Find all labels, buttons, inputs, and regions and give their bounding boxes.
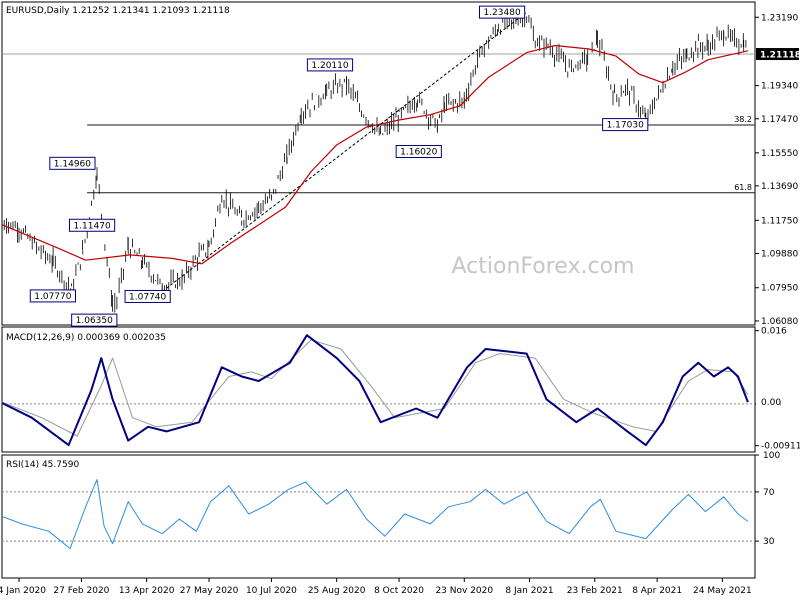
price-annotation-label: 1.23480 <box>483 8 520 18</box>
price-annotation-box <box>478 5 526 19</box>
price-annotation-box <box>395 145 442 159</box>
trendline <box>161 11 527 292</box>
price-y-tick-label: 1.15550 <box>761 149 798 159</box>
chart-header: EURUSD,Daily 1.21252 1.21341 1.21093 1.2… <box>6 6 230 16</box>
price-annotation-label: 1.07740 <box>129 292 166 302</box>
price-y-tick-label: 1.23190 <box>761 13 798 23</box>
price-annotation-box <box>306 58 354 72</box>
x-tick-label: 8 Oct 2020 <box>374 586 424 596</box>
price-annotation-box <box>68 218 116 232</box>
fib-level-label: 38.2 <box>734 115 752 124</box>
price-annotation-label: 1.20110 <box>311 61 348 71</box>
price-annotation-box <box>29 289 76 303</box>
x-tick-label: 10 Jul 2020 <box>246 586 297 596</box>
price-y-tick-label: 1.19340 <box>761 82 798 92</box>
x-tick-label: 23 Nov 2020 <box>435 586 493 596</box>
x-tick-label: 25 Aug 2020 <box>308 586 366 596</box>
price-annotation-box <box>124 289 171 303</box>
rsi-title: RSI(14) 45.7590 <box>6 460 79 470</box>
macd-pane-frame <box>1 326 756 453</box>
macd-current-badge <box>756 396 780 409</box>
price-annotation-box <box>602 118 649 132</box>
rsi-pane-frame <box>1 454 756 579</box>
macd-title: MACD(12,26,9) 0.000369 0.002035 <box>6 333 166 343</box>
price-pane-frame <box>1 1 756 326</box>
x-tick-label: 23 Feb 2021 <box>567 586 623 596</box>
price-y-tick-label: 1.13690 <box>761 182 798 192</box>
x-tick-label: 24 May 2021 <box>693 586 752 596</box>
price-annotation-label: 1.17030 <box>607 121 644 131</box>
macd-series-macd <box>1 334 749 447</box>
macd-series-signal <box>1 339 749 437</box>
fib-level-label: 61.8 <box>734 183 752 192</box>
price-series-ma <box>1 44 749 265</box>
x-tick-label: 27 Feb 2020 <box>53 586 109 596</box>
x-tick-label: 13 Apr 2020 <box>119 586 175 596</box>
x-tick-label: 27 May 2020 <box>180 586 239 596</box>
x-tick-label: 14 Jan 2020 <box>0 586 46 596</box>
watermark: ActionForex.com <box>452 254 635 279</box>
price-y-tick-label: 1.09880 <box>761 249 798 259</box>
rsi-y-tick-label: 100 <box>763 451 780 461</box>
price-annotation-label: 1.14960 <box>54 159 91 169</box>
price-y-tick-label: 1.11750 <box>761 216 798 226</box>
macd-y-tick-label: -0.009116 <box>761 442 800 452</box>
rsi-y-tick-label: 30 <box>763 537 775 547</box>
price-annotation-box <box>49 156 96 170</box>
price-y-tick-label: 1.07950 <box>761 284 798 294</box>
price-annotation-label: 1.07770 <box>34 292 71 302</box>
current-price-badge <box>756 48 799 61</box>
price-annotation-box <box>71 313 118 327</box>
macd-y-tick-label: 0.016 <box>761 327 787 337</box>
price-y-tick-label: 1.06080 <box>761 317 798 327</box>
rsi-series-rsi <box>1 479 749 549</box>
rsi-y-tick-label: 70 <box>763 488 775 498</box>
price-annotation-label: 1.06350 <box>76 316 113 326</box>
price-annotation-label: 1.16020 <box>400 148 437 158</box>
x-tick-label: 8 Jan 2021 <box>505 586 553 596</box>
current-price-label: 1.21118 <box>760 51 800 61</box>
price-y-tick-label: 1.17470 <box>761 115 798 125</box>
macd-current-label: 0.00 <box>761 398 781 408</box>
price-annotation-label: 1.11470 <box>73 221 110 231</box>
x-tick-label: 8 Apr 2021 <box>632 586 682 596</box>
